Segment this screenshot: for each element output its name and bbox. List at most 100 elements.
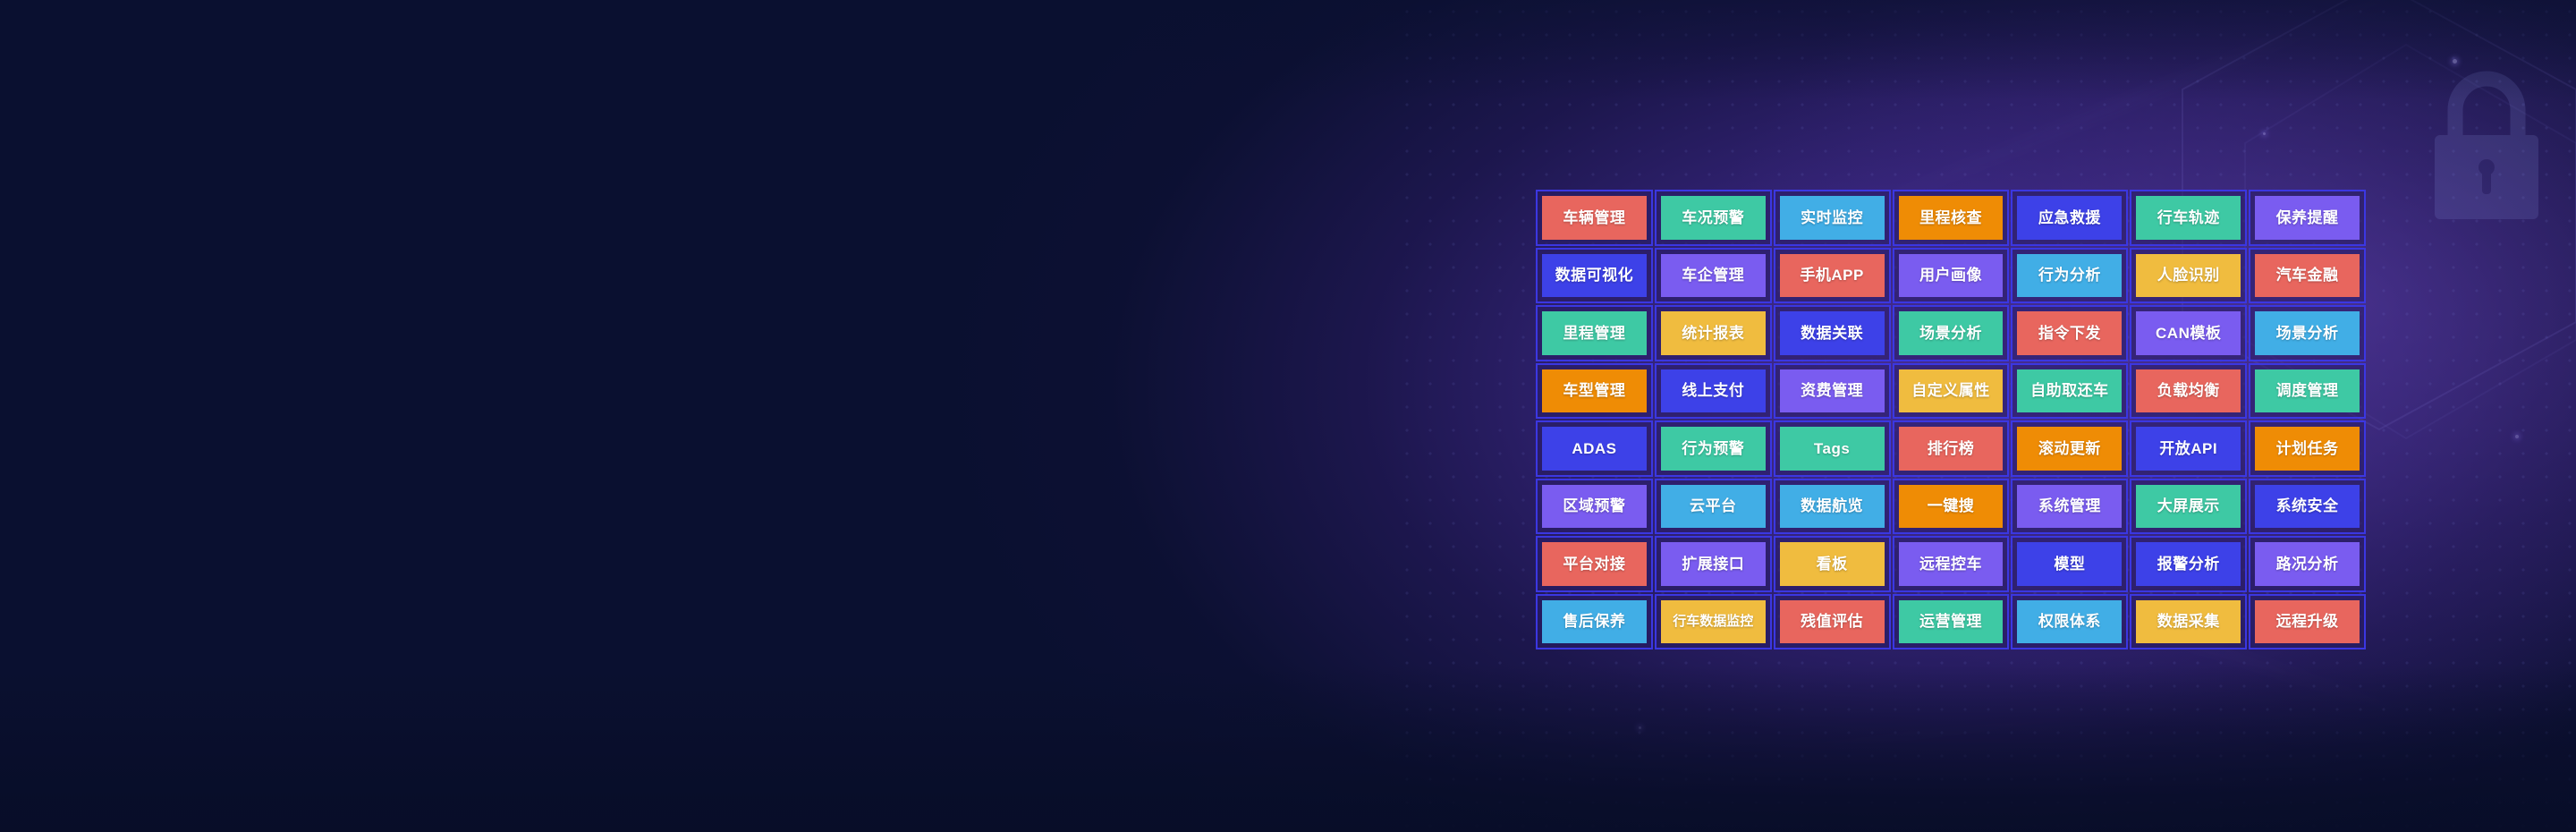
feature-tile[interactable]: 行车轨迹 <box>2130 190 2248 246</box>
feature-tile[interactable]: 汽车金融 <box>2249 247 2366 303</box>
feature-tile-label: 模型 <box>2017 542 2123 586</box>
feature-tile[interactable]: CAN模板 <box>2130 305 2248 361</box>
feature-tile-label: 区域预警 <box>1542 484 1647 528</box>
feature-tile-label: 车企管理 <box>1660 253 1766 297</box>
feature-tile[interactable]: Tags <box>1773 420 1891 477</box>
feature-tile[interactable]: 资费管理 <box>1773 362 1891 419</box>
feature-tile-label: 资费管理 <box>1779 369 1885 412</box>
feature-tile[interactable]: 云平台 <box>1654 478 1772 534</box>
feature-tile[interactable]: 模型 <box>2011 536 2129 592</box>
feature-tile[interactable]: 里程管理 <box>1536 305 1653 361</box>
feature-tile[interactable]: 数据可视化 <box>1536 247 1653 303</box>
feature-tile[interactable]: 排行榜 <box>1892 420 2010 477</box>
feature-tile-label: 数据采集 <box>2136 599 2241 643</box>
feature-tile-label: 系统管理 <box>2017 484 2123 528</box>
feature-tile-label: 车型管理 <box>1542 369 1647 412</box>
feature-tile[interactable]: 车况预警 <box>1654 190 1772 246</box>
feature-tile-label: 调度管理 <box>2255 369 2360 412</box>
feature-tile[interactable]: 指令下发 <box>2011 305 2129 361</box>
feature-tile[interactable]: 报警分析 <box>2130 536 2248 592</box>
feature-tile-label: 系统安全 <box>2255 484 2360 528</box>
feature-tile[interactable]: ADAS <box>1536 420 1653 477</box>
feature-tile[interactable]: 系统安全 <box>2249 478 2366 534</box>
feature-tile[interactable]: 路况分析 <box>2249 536 2366 592</box>
feature-tile[interactable]: 一键搜 <box>1892 478 2010 534</box>
feature-tile-label: 应急救援 <box>2017 196 2123 240</box>
feature-tile-grid: 车辆管理 车况预警 实时监控 里程核查 应急救援 行车轨迹 保养提醒数据可视化 车企管理 手机A… <box>1536 190 2366 649</box>
feature-tile[interactable]: 残值评估 <box>1773 593 1891 649</box>
feature-tile[interactable]: 车型管理 <box>1536 362 1653 419</box>
feature-tile-label: 扩展接口 <box>1660 542 1766 586</box>
feature-tile[interactable]: 保养提醒 <box>2249 190 2366 246</box>
feature-tile[interactable]: 人脸识别 <box>2130 247 2248 303</box>
feature-tile[interactable]: 场景分析 <box>1892 305 2010 361</box>
feature-tile-label: 负载均衡 <box>2136 369 2241 412</box>
feature-tile[interactable]: 计划任务 <box>2249 420 2366 477</box>
feature-tile-label: 汽车金融 <box>2255 253 2360 297</box>
feature-tile[interactable]: 看板 <box>1773 536 1891 592</box>
feature-tile[interactable]: 滚动更新 <box>2011 420 2129 477</box>
feature-tile[interactable]: 数据关联 <box>1773 305 1891 361</box>
feature-tile[interactable]: 负载均衡 <box>2130 362 2248 419</box>
feature-tile[interactable]: 自助取还车 <box>2011 362 2129 419</box>
feature-tile[interactable]: 自定义属性 <box>1892 362 2010 419</box>
feature-tile[interactable]: 数据航览 <box>1773 478 1891 534</box>
feature-tile-label: 远程控车 <box>1898 542 2004 586</box>
feature-tile[interactable]: 数据采集 <box>2130 593 2248 649</box>
feature-tile-label: 数据可视化 <box>1542 253 1647 297</box>
feature-tile-label: 自定义属性 <box>1898 369 2004 412</box>
feature-tile-label: 看板 <box>1779 542 1885 586</box>
feature-tile[interactable]: 系统管理 <box>2011 478 2129 534</box>
feature-tile[interactable]: 手机APP <box>1773 247 1891 303</box>
feature-tile[interactable]: 运营管理 <box>1892 593 2010 649</box>
feature-tile[interactable]: 行为预警 <box>1654 420 1772 477</box>
feature-tile[interactable]: 应急救援 <box>2011 190 2129 246</box>
feature-tile[interactable]: 远程升级 <box>2249 593 2366 649</box>
feature-tile[interactable]: 售后保养 <box>1536 593 1653 649</box>
feature-tile[interactable]: 实时监控 <box>1773 190 1891 246</box>
feature-tile-label: 售后保养 <box>1542 599 1647 643</box>
feature-tile-label: 行为预警 <box>1660 427 1766 471</box>
feature-tile-label: 自助取还车 <box>2017 369 2123 412</box>
feature-tile[interactable]: 行为分析 <box>2011 247 2129 303</box>
feature-tile-label: 车况预警 <box>1660 196 1766 240</box>
feature-tile[interactable]: 开放API <box>2130 420 2248 477</box>
feature-tile[interactable]: 车辆管理 <box>1536 190 1653 246</box>
feature-tile[interactable]: 里程核查 <box>1892 190 2010 246</box>
feature-tile[interactable]: 权限体系 <box>2011 593 2129 649</box>
feature-tile-label: 权限体系 <box>2017 599 2123 643</box>
feature-tile-label: 保养提醒 <box>2255 196 2360 240</box>
feature-tile-label: 报警分析 <box>2136 542 2241 586</box>
feature-tile-label: 里程核查 <box>1898 196 2004 240</box>
feature-tile[interactable]: 远程控车 <box>1892 536 2010 592</box>
feature-tile[interactable]: 场景分析 <box>2249 305 2366 361</box>
feature-tile-label: 数据关联 <box>1779 311 1885 355</box>
feature-tile-label: 行车数据监控 <box>1660 599 1766 643</box>
feature-tile-label: 排行榜 <box>1898 427 2004 471</box>
feature-tile-label: Tags <box>1779 427 1885 471</box>
feature-tile-label: 场景分析 <box>2255 311 2360 355</box>
feature-tile-label: 行为分析 <box>2017 253 2123 297</box>
feature-tile[interactable]: 行车数据监控 <box>1654 593 1772 649</box>
feature-tile-label: 行车轨迹 <box>2136 196 2241 240</box>
feature-tile-label: ADAS <box>1542 427 1647 471</box>
feature-tile[interactable]: 统计报表 <box>1654 305 1772 361</box>
feature-tile-label: 运营管理 <box>1898 599 2004 643</box>
feature-tile-label: 实时监控 <box>1779 196 1885 240</box>
feature-tile[interactable]: 区域预警 <box>1536 478 1653 534</box>
feature-tile-label: 云平台 <box>1660 484 1766 528</box>
feature-tile[interactable]: 扩展接口 <box>1654 536 1772 592</box>
feature-tile-label: 路况分析 <box>2255 542 2360 586</box>
feature-tile[interactable]: 线上支付 <box>1654 362 1772 419</box>
feature-tile[interactable]: 调度管理 <box>2249 362 2366 419</box>
feature-tile[interactable]: 车企管理 <box>1654 247 1772 303</box>
feature-tile-label: 残值评估 <box>1779 599 1885 643</box>
feature-tile-label: 开放API <box>2136 427 2241 471</box>
feature-tile[interactable]: 用户画像 <box>1892 247 2010 303</box>
feature-tile-label: 一键搜 <box>1898 484 2004 528</box>
feature-tile-label: 用户画像 <box>1898 253 2004 297</box>
feature-tile-label: 滚动更新 <box>2017 427 2123 471</box>
feature-tile[interactable]: 平台对接 <box>1536 536 1653 592</box>
feature-tile[interactable]: 大屏展示 <box>2130 478 2248 534</box>
